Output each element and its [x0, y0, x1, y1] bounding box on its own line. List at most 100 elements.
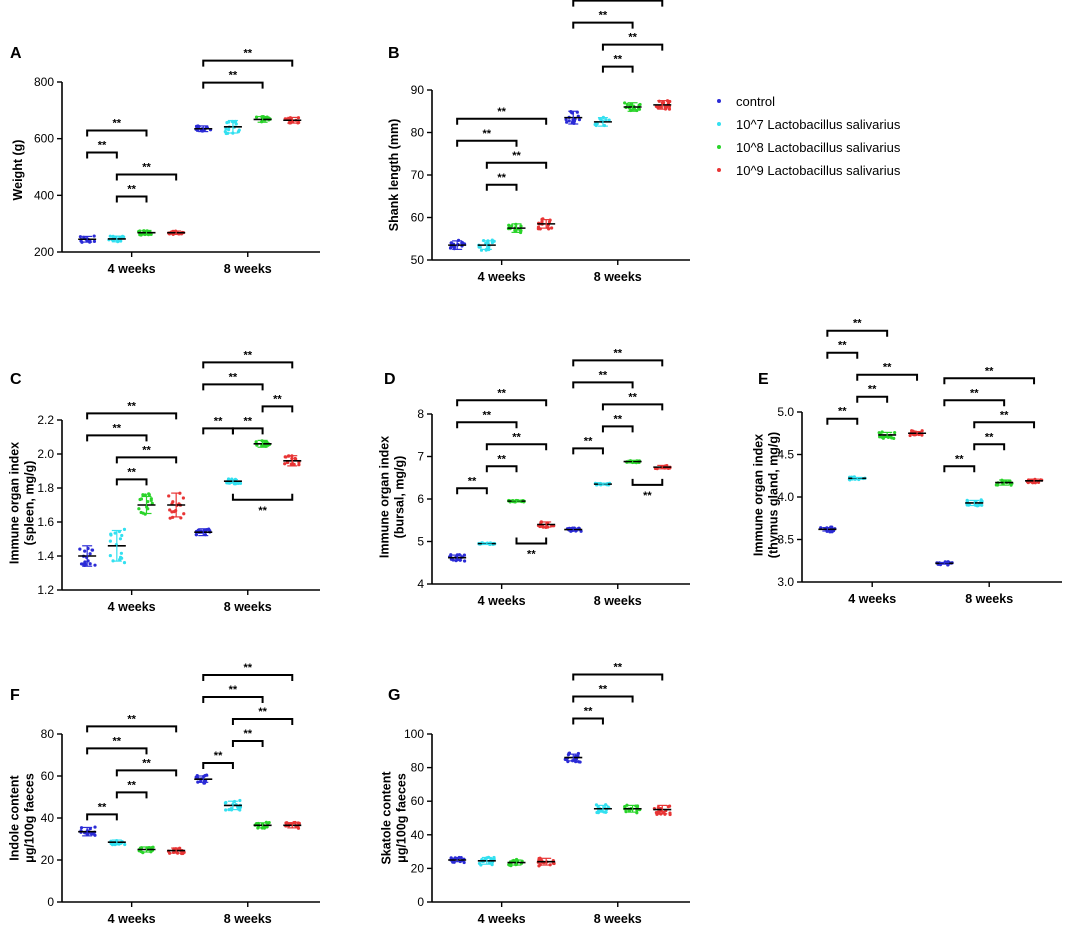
significance-bracket: **: [86, 117, 148, 137]
significance-label: **: [512, 431, 521, 443]
significance-label: **: [243, 415, 252, 427]
bracket-line: [456, 139, 518, 147]
x-category-label: 4 weeks: [108, 262, 156, 276]
x-category-label: 8 weeks: [224, 600, 272, 614]
significance-bracket: **: [231, 493, 294, 517]
data-point: [667, 104, 672, 109]
significance-label: **: [853, 318, 862, 330]
y-tick-label: 60: [411, 794, 425, 808]
y-axis-label: μg/100g faeces: [23, 773, 37, 863]
data-point: [196, 528, 200, 532]
bracket-line: [973, 421, 1036, 429]
legend-label: 10^9 Lactobacillus salivarius: [736, 163, 901, 178]
data-point: [607, 118, 611, 122]
y-axis-label: Immune organ index: [8, 442, 22, 564]
x-category-label: 4 weeks: [108, 912, 156, 926]
legend-marker: [717, 168, 721, 172]
x-category-label: 4 weeks: [478, 270, 526, 284]
bracket-line: [631, 478, 664, 486]
data-point: [604, 118, 608, 122]
significance-bracket: **: [572, 10, 634, 29]
bracket-line: [115, 791, 148, 799]
significance-label: **: [142, 757, 151, 769]
bracket-line: [202, 361, 294, 369]
y-tick-label: 80: [41, 727, 55, 741]
data-point: [462, 553, 467, 557]
bracket-line: [572, 673, 664, 681]
significance-bracket: **: [572, 0, 664, 7]
y-tick-label: 70: [411, 168, 425, 182]
bracket-line: [826, 329, 889, 337]
significance-bracket: **: [515, 537, 548, 560]
x-category-label: 4 weeks: [848, 592, 896, 606]
significance-label: **: [599, 10, 608, 22]
significance-label: **: [468, 475, 477, 487]
significance-bracket: **: [115, 161, 178, 181]
series-2: [137, 820, 272, 855]
data-point: [108, 553, 112, 558]
significance-bracket: **: [601, 32, 664, 51]
significance-bracket: **: [572, 347, 664, 367]
y-tick-label: 0: [47, 895, 54, 909]
legend-marker: [717, 145, 721, 149]
y-tick-label: 20: [41, 853, 55, 867]
y-tick-label: 40: [41, 811, 55, 825]
legend-item: 10^9 Lactobacillus salivarius: [717, 163, 901, 178]
data-point: [579, 529, 583, 533]
y-tick-label: 90: [411, 83, 425, 97]
x-category-label: 4 weeks: [108, 600, 156, 614]
data-point: [224, 800, 228, 805]
series-1: [107, 798, 243, 847]
y-tick-label: 2.2: [37, 413, 54, 427]
panel-letter: D: [384, 371, 396, 388]
y-tick-label: 400: [34, 188, 54, 202]
bracket-line: [231, 493, 294, 501]
data-point: [518, 228, 522, 232]
data-point: [632, 107, 637, 111]
data-point: [449, 241, 453, 245]
y-tick-label: 4.0: [777, 490, 794, 504]
data-point: [296, 116, 301, 120]
significance-bracket: **: [115, 757, 178, 777]
data-point: [490, 240, 494, 245]
data-point: [547, 220, 552, 224]
data-point: [122, 527, 127, 531]
significance-label: **: [229, 70, 238, 82]
y-tick-label: 60: [41, 769, 55, 783]
data-point: [172, 510, 176, 514]
bracket-line: [456, 487, 488, 495]
significance-label: **: [1000, 409, 1009, 421]
x-category-label: 8 weeks: [594, 912, 642, 926]
series-1: [847, 475, 984, 508]
y-tick-label: 3.5: [777, 533, 794, 547]
significance-bracket: **: [86, 400, 178, 420]
panel-d: D 4 5 6 7 8 Immune organ index (bursal, mg/g) 4 …: [378, 347, 690, 608]
data-point: [668, 812, 672, 817]
bracket-line: [826, 351, 859, 359]
significance-bracket: **: [572, 369, 634, 389]
panel-g: G 0 20 40 60 80 100 Skatole content μg/100g faec…: [380, 661, 690, 926]
significance-label: **: [273, 393, 282, 405]
data-point: [92, 239, 97, 243]
data-point: [564, 117, 568, 122]
significance-label: **: [527, 548, 536, 560]
significance-bracket: **: [115, 444, 178, 464]
series-0: [78, 773, 213, 837]
significance-label: **: [243, 662, 252, 674]
y-tick-label: 20: [411, 861, 425, 875]
panel-b: B 50 60 70 80 90 Shank length (mm) 4 weeks 8 wee…: [387, 0, 690, 284]
legend: control 10^7 Lactobacillus salivarius 10^8…: [717, 94, 901, 178]
data-point: [577, 118, 582, 122]
significance-bracket: **: [86, 735, 148, 755]
significance-label: **: [512, 150, 521, 162]
bracket-line: [943, 465, 976, 473]
data-point: [965, 499, 970, 503]
y-tick-label: 1.4: [37, 549, 54, 563]
significance-bracket: **: [456, 409, 518, 429]
bracket-line: [456, 117, 548, 125]
data-point: [479, 863, 483, 867]
data-point: [92, 234, 96, 238]
data-point: [594, 803, 599, 807]
significance-label: **: [985, 431, 994, 443]
significance-label: **: [628, 391, 637, 403]
